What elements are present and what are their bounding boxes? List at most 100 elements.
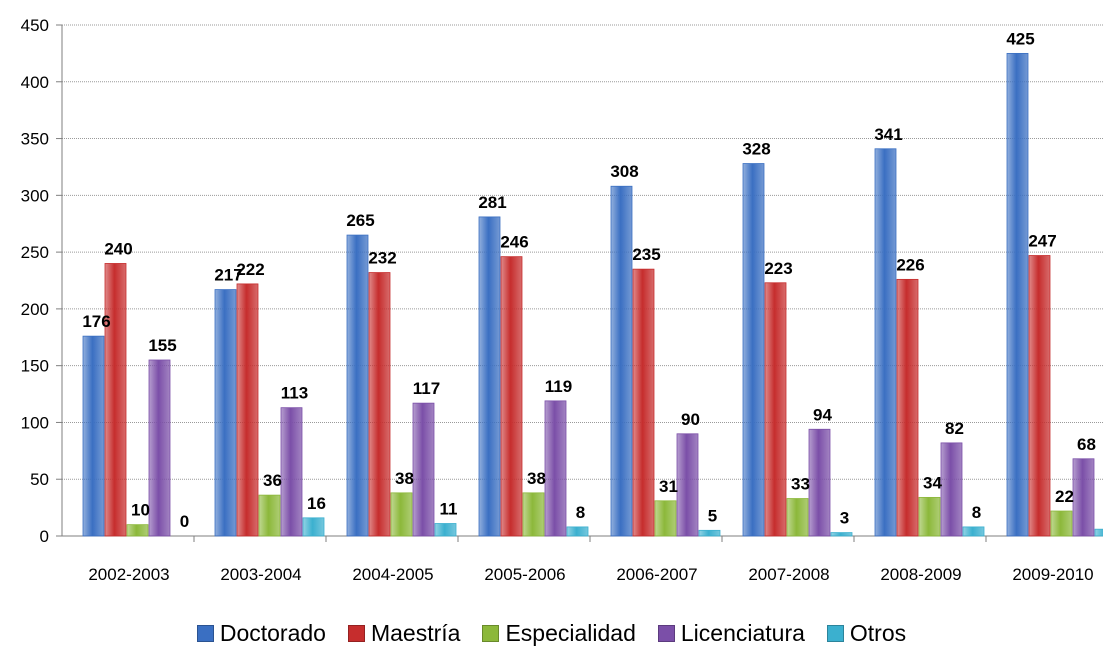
legend-label: Doctorado (219, 620, 326, 646)
data-label: 94 (813, 405, 832, 424)
bar (434, 523, 457, 537)
data-label: 217 (214, 266, 242, 285)
data-label: 8 (576, 503, 585, 522)
data-label: 155 (148, 336, 176, 355)
legend-label: Especialidad (505, 620, 636, 646)
bar (1028, 255, 1051, 537)
y-tick-label: 250 (21, 243, 49, 262)
data-label: 38 (395, 469, 414, 488)
bar (610, 185, 633, 537)
bar (654, 500, 677, 537)
data-label: 265 (346, 211, 374, 230)
legend-swatch (196, 625, 214, 642)
data-label: 176 (82, 312, 110, 331)
legend: Doctorado Maestría Especialidad Licenciatur… (0, 620, 1103, 647)
data-label: 240 (104, 239, 132, 258)
data-label: 36 (263, 471, 282, 490)
data-label: 117 (413, 379, 440, 398)
data-label: 232 (368, 249, 396, 268)
data-labels: 1762401015502172223611316265232381171128… (82, 29, 1096, 531)
bars (82, 52, 1103, 537)
data-label: 3 (840, 509, 849, 528)
x-tick-label: 2009-2010 (1012, 565, 1093, 584)
data-label: 425 (1006, 29, 1034, 48)
data-label: 10 (131, 501, 150, 520)
bar (1072, 458, 1095, 537)
data-label: 82 (945, 419, 964, 438)
y-tick-label: 400 (21, 73, 49, 92)
bar (302, 517, 325, 537)
bar (500, 256, 523, 537)
x-tick-label: 2008-2009 (880, 565, 961, 584)
legend-label: Licenciatura (680, 620, 805, 646)
data-label: 222 (236, 260, 264, 279)
data-label: 281 (478, 193, 506, 212)
bar (82, 335, 105, 537)
data-label: 113 (281, 384, 308, 403)
y-tick-label: 300 (21, 186, 49, 205)
bar (742, 163, 765, 537)
bar (1006, 52, 1029, 537)
data-label: 16 (307, 494, 326, 513)
bar (214, 289, 237, 537)
bar (940, 442, 963, 537)
data-label: 226 (896, 255, 924, 274)
data-label: 246 (500, 233, 528, 252)
legend-swatch (482, 625, 500, 642)
bar (280, 407, 303, 537)
data-label: 11 (440, 500, 458, 519)
legend-item: Especialidad (482, 620, 636, 647)
legend-swatch (657, 625, 675, 642)
legend-swatch (347, 625, 365, 642)
y-tick-label: 50 (30, 470, 49, 489)
bar (896, 278, 919, 537)
bar (1094, 528, 1103, 537)
legend-label: Otros (849, 620, 907, 646)
y-tick-label: 0 (40, 527, 49, 546)
legend-item: Licenciatura (657, 620, 805, 647)
data-label: 33 (791, 475, 810, 494)
bar (786, 498, 809, 537)
bar (258, 494, 281, 537)
bar (632, 268, 655, 537)
bar (962, 526, 985, 537)
legend-swatch (826, 625, 844, 642)
bar (390, 492, 413, 537)
bar (1050, 510, 1073, 537)
data-label: 0 (180, 512, 189, 531)
data-label: 247 (1028, 232, 1056, 251)
bar (698, 529, 721, 537)
data-label: 90 (681, 410, 700, 429)
y-tick-label: 350 (21, 130, 49, 149)
data-label: 31 (659, 477, 678, 496)
data-label: 328 (742, 140, 770, 159)
data-label: 223 (764, 259, 792, 278)
y-tick-label: 150 (21, 357, 49, 376)
y-tick-label: 450 (21, 16, 49, 35)
y-tick-label: 100 (21, 413, 49, 432)
gridlines (62, 24, 1103, 480)
bar (522, 492, 545, 537)
bar (764, 282, 787, 537)
legend-item: Maestría (347, 620, 460, 647)
bar (126, 524, 149, 537)
data-label: 5 (708, 506, 717, 525)
data-label: 308 (610, 162, 638, 181)
bar (676, 433, 699, 537)
data-label: 119 (545, 377, 572, 396)
data-label: 8 (972, 503, 981, 522)
data-label: 68 (1077, 435, 1096, 454)
bar (104, 263, 127, 537)
bar (808, 428, 831, 537)
bar (544, 400, 567, 537)
data-label: 38 (527, 469, 546, 488)
x-tick-label: 2006-2007 (616, 565, 697, 584)
bar (346, 234, 369, 537)
x-tick-label: 2007-2008 (748, 565, 829, 584)
x-tick-label: 2002-2003 (88, 565, 169, 584)
y-tick-label: 200 (21, 300, 49, 319)
x-tick-label: 2004-2005 (352, 565, 433, 584)
bar (874, 148, 897, 537)
x-tick-label: 2003-2004 (220, 565, 301, 584)
